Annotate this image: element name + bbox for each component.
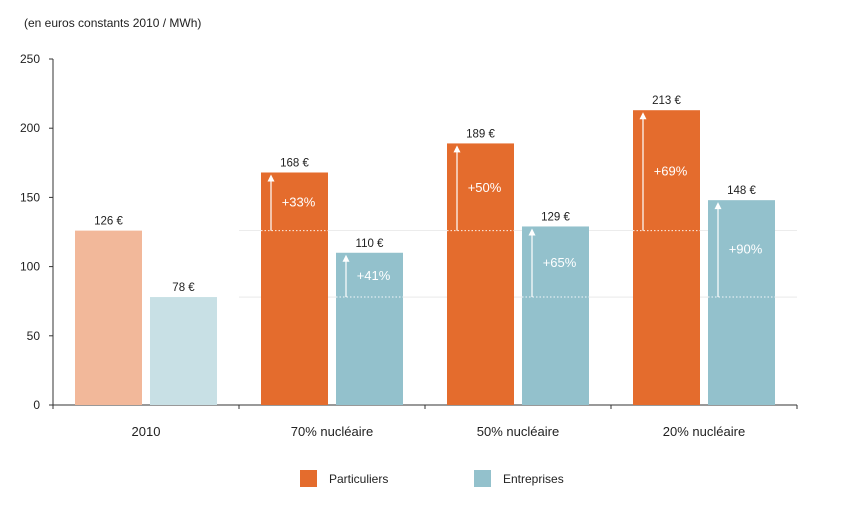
legend-swatch-entreprises: [474, 470, 491, 487]
y-tick-label: 150: [20, 190, 40, 204]
bar: [522, 226, 589, 405]
bar: [150, 297, 217, 405]
legend: Particuliers Entreprises: [0, 470, 850, 490]
y-tick-label: 0: [33, 398, 40, 412]
increase-percent-label: +41%: [357, 268, 391, 283]
bar-value-label: 126 €: [94, 216, 123, 228]
bar-value-label: 189 €: [466, 128, 495, 140]
increase-arrowhead: [639, 112, 647, 120]
bar-chart: 0 50 100 150 200 250 126 € 78 € 2010 168 € +33% 110…: [20, 52, 798, 439]
legend-label-entreprises: Entreprises: [503, 471, 564, 486]
bar: [708, 200, 775, 405]
bar: [336, 252, 403, 405]
x-category-label: 2010: [132, 424, 161, 439]
bar: [447, 143, 514, 405]
y-tick-label: 250: [20, 52, 40, 66]
increase-percent-label: +33%: [282, 195, 316, 210]
unit-label: (en euros constants 2010 / MWh): [24, 16, 202, 30]
x-category-label: 50% nucléaire: [477, 424, 559, 439]
bar-value-label: 78 €: [172, 282, 195, 294]
increase-arrowhead: [267, 174, 275, 182]
increase-arrowhead: [342, 254, 350, 262]
bar-value-label: 213 €: [652, 95, 681, 107]
y-tick-label: 200: [20, 121, 40, 135]
increase-percent-label: +90%: [729, 242, 763, 257]
increase-percent-label: +50%: [468, 180, 502, 195]
x-category-label: 70% nucléaire: [291, 424, 373, 439]
bar: [261, 172, 328, 405]
bar: [75, 230, 142, 405]
legend-swatch-particuliers: [300, 470, 317, 487]
increase-percent-label: +65%: [543, 255, 577, 270]
y-tick-label: 100: [20, 260, 40, 274]
bar-value-label: 110 €: [356, 238, 385, 250]
bar: [633, 110, 700, 405]
bar-value-label: 168 €: [280, 157, 309, 169]
bar-value-label: 148 €: [727, 185, 756, 197]
legend-item-particuliers: Particuliers: [300, 470, 388, 487]
increase-arrowhead: [528, 228, 536, 236]
increase-arrowhead: [453, 145, 461, 153]
legend-item-entreprises: Entreprises: [474, 470, 564, 487]
legend-label-particuliers: Particuliers: [329, 471, 389, 486]
increase-arrowhead: [714, 202, 722, 210]
y-tick-label: 50: [27, 329, 41, 343]
bar-value-label: 129 €: [541, 211, 570, 223]
increase-percent-label: +69%: [654, 163, 688, 178]
x-category-label: 20% nucléaire: [663, 424, 745, 439]
